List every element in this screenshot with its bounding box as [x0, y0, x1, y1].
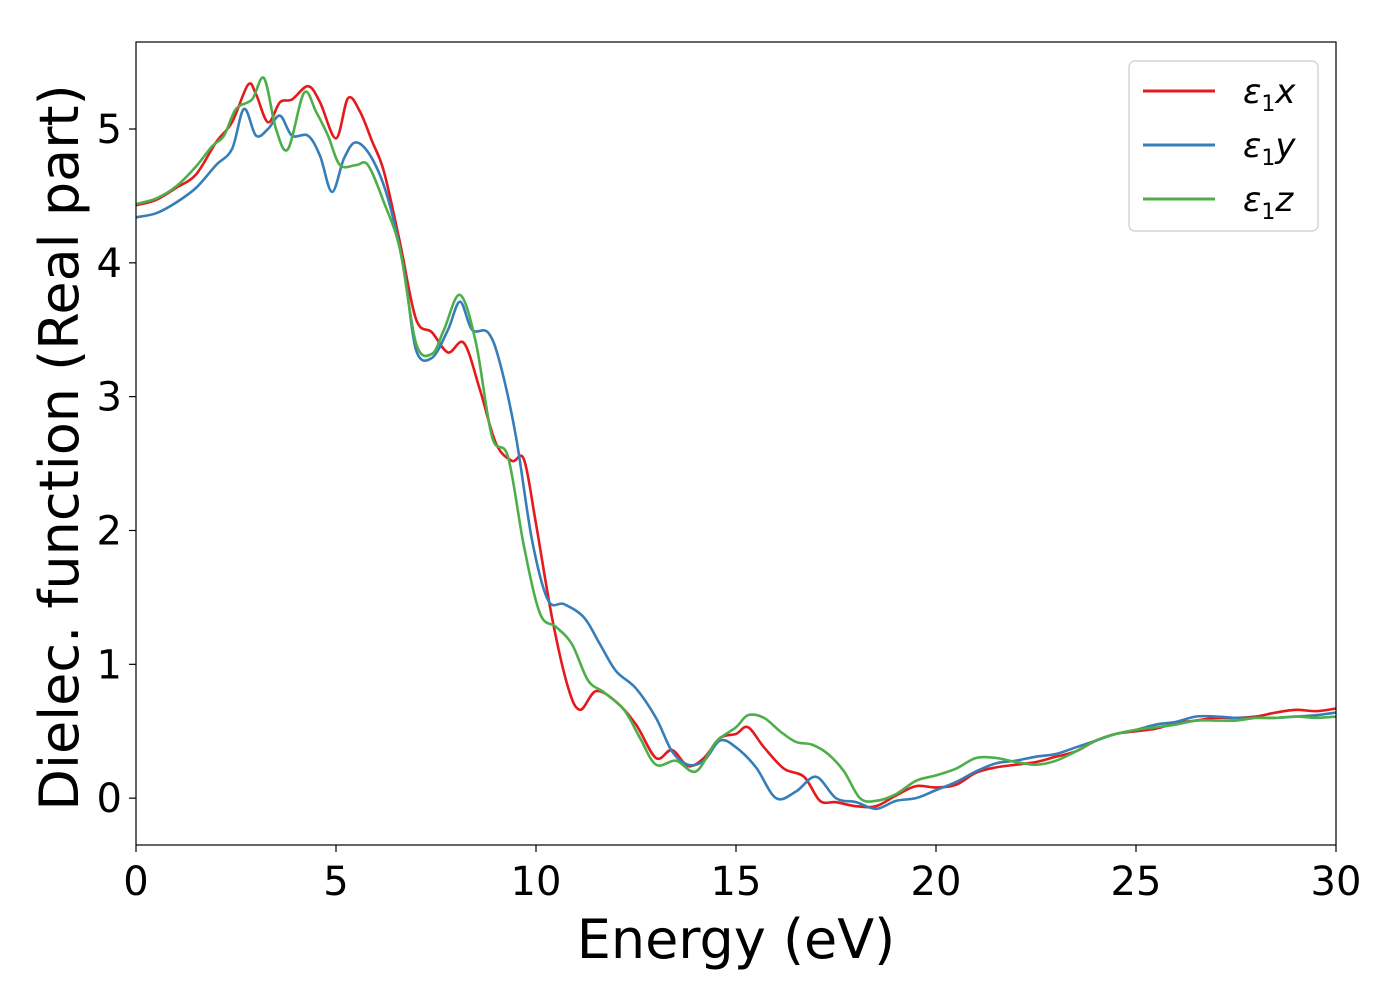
- y-axis: 0 1 2 3 4 5: [97, 107, 136, 822]
- x-tick-label: 5: [323, 859, 348, 905]
- x-tick-label: 10: [511, 859, 562, 905]
- legend: ε1x ε1y ε1z: [1128, 60, 1319, 232]
- legend-item-y: ε1y: [1143, 126, 1296, 171]
- x-axis-title: Energy (eV): [577, 908, 896, 971]
- y-tick-label: 3: [97, 375, 122, 421]
- legend-label: ε1y: [1243, 126, 1296, 171]
- legend-label: ε1z: [1243, 180, 1294, 225]
- y-tick-label: 0: [97, 776, 122, 822]
- y-tick-label: 4: [97, 241, 122, 287]
- y-tick-label: 1: [97, 642, 122, 688]
- x-tick-label: 15: [711, 859, 762, 905]
- legend-label: ε1x: [1243, 72, 1296, 117]
- x-axis: 0 5 10 15 20 25 30: [123, 845, 1361, 905]
- x-tick-label: 25: [1111, 859, 1162, 905]
- series-line-z: [136, 76, 1336, 803]
- y-tick-label: 5: [97, 107, 122, 153]
- legend-item-x: ε1x: [1143, 72, 1296, 117]
- legend-item-z: ε1z: [1143, 180, 1294, 225]
- y-tick-label: 2: [97, 508, 122, 554]
- x-tick-label: 20: [911, 859, 962, 905]
- legend-frame: [1128, 60, 1319, 232]
- y-axis-title: Dielec. function (Real part): [28, 84, 91, 810]
- x-tick-label: 30: [1311, 859, 1362, 905]
- series-layer: [136, 76, 1336, 811]
- x-tick-label: 0: [123, 859, 148, 905]
